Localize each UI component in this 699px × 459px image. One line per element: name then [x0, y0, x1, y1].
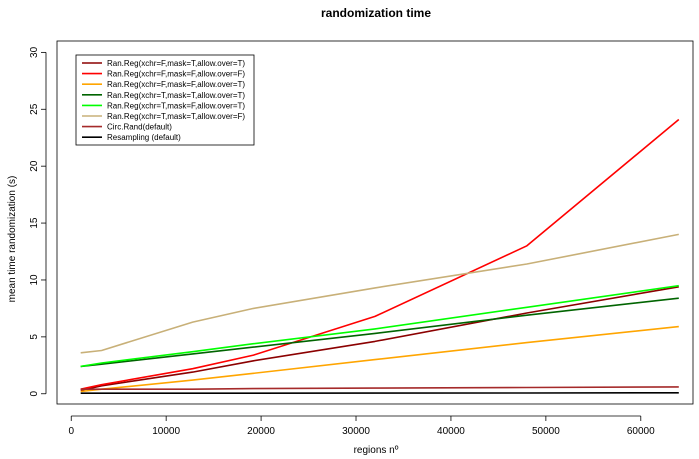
y-tick-label: 5 — [29, 334, 40, 340]
x-tick-label: 0 — [68, 426, 74, 437]
y-tick-label: 30 — [29, 46, 40, 58]
legend-label: Ran.Reg(xchr=F,mask=F,allow.over=F) — [107, 70, 245, 79]
series-line-6 — [80, 233, 679, 354]
y-tick-label: 20 — [29, 160, 40, 172]
legend: Ran.Reg(xchr=F,mask=T,allow.over=T) Ran.R… — [75, 54, 255, 146]
axes: 0 10000 20000 30000 40000 50000 60000 0 5 10 15 20 2… — [29, 40, 694, 437]
legend-label: Ran.Reg(xchr=T,mask=T,allow.over=F) — [107, 112, 245, 121]
x-tick-label: 60000 — [627, 426, 655, 437]
legend-label: Resampling (default) — [107, 133, 181, 142]
y-tick-label: 15 — [29, 217, 40, 229]
series-line-3 — [80, 325, 679, 393]
legend-box — [75, 54, 255, 146]
y-tick-label: 0 — [29, 391, 40, 397]
legend-label: Ran.Reg(xchr=T,mask=T,allow.over=T) — [107, 91, 245, 100]
series-line-7 — [80, 386, 679, 391]
legend-label: Circ.Rand(default) — [107, 123, 172, 132]
series-layer — [80, 118, 680, 395]
series-line-4 — [80, 297, 679, 368]
series-line-1 — [80, 286, 679, 392]
y-tick-label: 25 — [29, 103, 40, 115]
x-tick-label: 30000 — [342, 426, 370, 437]
chart-title: randomization time — [321, 6, 431, 20]
y-axis-label: mean time randomization (s) — [7, 176, 18, 303]
x-tick-label: 50000 — [532, 426, 560, 437]
x-axis-label: regions nº — [354, 445, 399, 456]
y-tick-label: 10 — [29, 274, 40, 286]
x-tick-label: 10000 — [152, 426, 180, 437]
series-line-2 — [80, 118, 680, 390]
legend-label: Ran.Reg(xchr=F,mask=F,allow.over=T) — [107, 80, 245, 89]
x-tick-label: 40000 — [437, 426, 465, 437]
legend-label: Ran.Reg(xchr=F,mask=T,allow.over=T) — [107, 59, 245, 68]
series-line-5 — [80, 284, 679, 368]
x-tick-label: 20000 — [247, 426, 275, 437]
plot-frame — [56, 40, 694, 405]
legend-label: Ran.Reg(xchr=T,mask=F,allow.over=T) — [107, 101, 245, 110]
